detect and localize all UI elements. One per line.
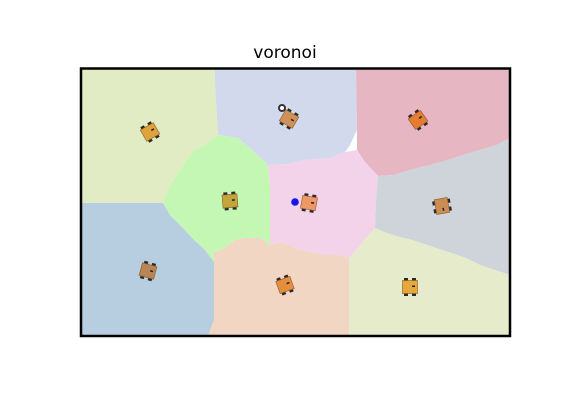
robot-wheel — [286, 125, 292, 130]
robot-body — [402, 280, 418, 294]
robot-middle-right[interactable] — [432, 197, 452, 215]
robot-body — [138, 262, 158, 280]
robot-middle-center[interactable] — [300, 193, 318, 213]
robot-wheel — [414, 109, 420, 114]
robot-body — [139, 122, 161, 142]
robot-wheel — [147, 121, 153, 126]
robot-bottom-right[interactable] — [402, 278, 418, 296]
heading-marker — [278, 104, 286, 112]
robot-body — [278, 109, 300, 129]
robot-bottom-left[interactable] — [138, 260, 158, 282]
voronoi-cell-bottom-right — [349, 228, 510, 336]
plot-title: voronoi — [253, 43, 317, 63]
voronoi-cell-middle-center — [268, 150, 378, 258]
robot-wheel — [412, 278, 416, 281]
robot-wheel — [412, 293, 416, 296]
robot-sensor — [290, 118, 295, 122]
robot-wheel — [416, 126, 422, 131]
robot-wheel — [293, 112, 299, 117]
robot-body — [433, 197, 451, 215]
robot-wheel — [279, 121, 285, 126]
robot-wheel — [154, 134, 160, 139]
robot-sensor — [231, 199, 235, 201]
voronoi-cell-middle-left — [163, 135, 270, 262]
robot-wheel — [147, 138, 153, 143]
robot-sensor — [442, 207, 445, 211]
robot-sensor — [150, 128, 155, 131]
robot-bottom-center[interactable] — [275, 274, 295, 296]
robot-wheel — [423, 121, 429, 127]
robot-body — [300, 194, 318, 212]
robot-middle-left[interactable] — [221, 191, 239, 211]
robot-sensor — [286, 281, 290, 285]
robot-wheel — [140, 125, 146, 130]
robot-top-center[interactable] — [278, 107, 300, 130]
robot-top-left[interactable] — [139, 120, 161, 143]
robot-sensor — [418, 115, 423, 119]
robot-body — [407, 109, 429, 131]
robot-wheel — [286, 108, 292, 113]
robot-body — [221, 193, 239, 209]
target-point[interactable] — [291, 198, 299, 206]
robot-sensor — [310, 201, 315, 204]
voronoi-cell-top-right — [356, 69, 510, 176]
robot-sensor — [412, 285, 415, 287]
robot-wheel — [407, 113, 413, 119]
robot-top-right[interactable] — [407, 108, 430, 131]
arena-border — [79, 67, 512, 338]
robot-body — [275, 275, 295, 295]
robot-wheel — [404, 278, 408, 281]
robot-wheel — [404, 293, 408, 296]
